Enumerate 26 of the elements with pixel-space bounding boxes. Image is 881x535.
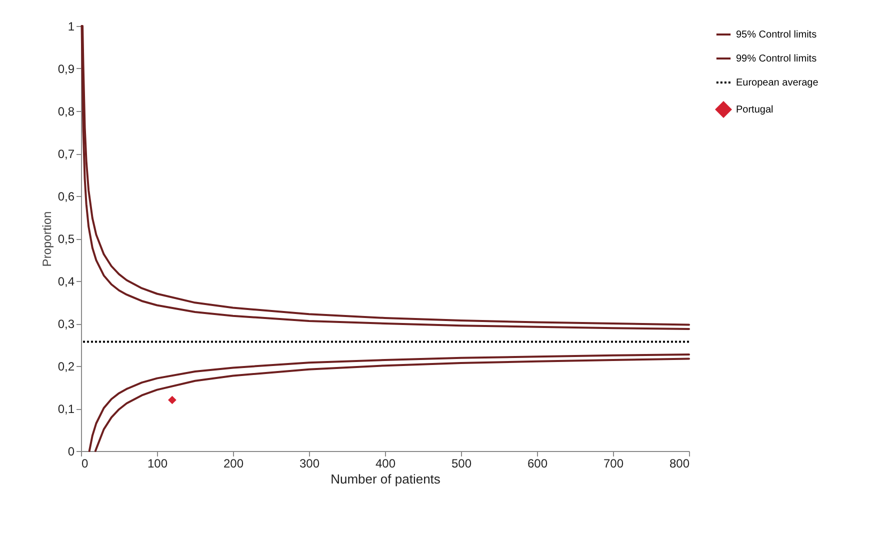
- y-tick-label: 0,6: [58, 190, 75, 204]
- x-tick-label: 0: [82, 456, 88, 470]
- x-axis-title: Number of patients: [330, 472, 441, 486]
- y-tick-label: 1: [68, 20, 75, 34]
- legend-label: 95% Control limits: [736, 30, 817, 40]
- legend-label: Portugal: [736, 104, 774, 116]
- x-tick-label: 100: [147, 456, 168, 470]
- y-axis-title: Proportion: [40, 211, 54, 267]
- x-tick-label: 400: [375, 456, 396, 470]
- y-tick-label: 0,1: [58, 402, 75, 416]
- x-tick-label: 200: [223, 456, 244, 470]
- x-tick-label: 300: [299, 456, 320, 470]
- y-tick-label: 0: [68, 444, 75, 458]
- x-tick-label: 500: [451, 456, 472, 470]
- y-tick-label: 0,3: [58, 317, 75, 331]
- x-tick-label: 600: [527, 456, 548, 470]
- y-tick-label: 0,5: [58, 232, 75, 246]
- y-tick-label: 0,2: [58, 360, 75, 374]
- legend-label: 99% Control limits: [736, 54, 817, 64]
- y-tick-label: 0,8: [58, 104, 75, 118]
- x-tick-label: 700: [603, 456, 624, 470]
- x-tick-label: 800: [669, 456, 690, 470]
- y-tick-label: 0,4: [58, 274, 75, 288]
- y-tick-label: 0,7: [58, 147, 75, 161]
- legend-label: European average: [736, 78, 819, 88]
- y-tick-label: 0,9: [58, 62, 75, 76]
